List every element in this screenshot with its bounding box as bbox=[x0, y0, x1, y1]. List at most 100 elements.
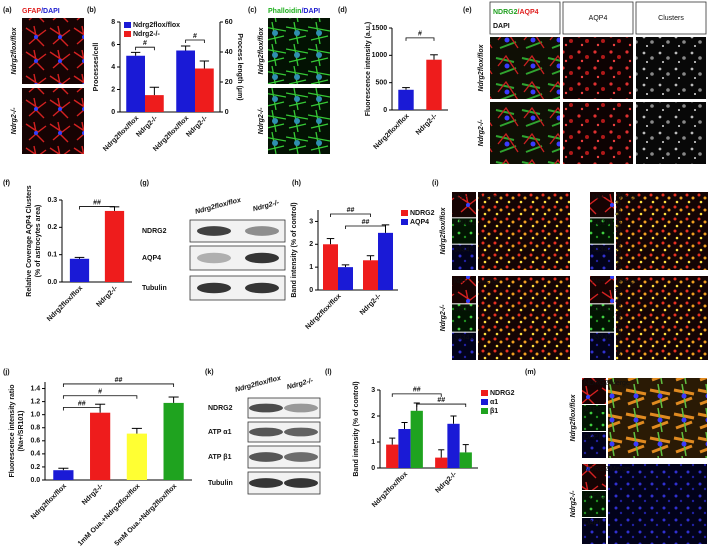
error-bar bbox=[149, 86, 160, 96]
micrograph bbox=[452, 332, 476, 360]
stain-label: NDRG2/AQP4 bbox=[493, 9, 539, 16]
significance-bracket bbox=[185, 39, 205, 43]
row-label: Ndrg2-/- bbox=[440, 304, 447, 332]
tick-label: 6 bbox=[111, 41, 115, 48]
error-bar bbox=[131, 427, 142, 434]
y-axis-label: (Na+/SR101) bbox=[18, 410, 25, 451]
y-axis-label: Fluorescence intensity (a.u.) bbox=[365, 22, 372, 117]
micrograph bbox=[590, 332, 614, 360]
bar bbox=[363, 260, 378, 290]
blot-band bbox=[245, 282, 279, 294]
micrograph bbox=[590, 276, 614, 304]
micrograph bbox=[582, 518, 606, 544]
micrograph bbox=[452, 276, 476, 304]
stain-part: NDRG2 bbox=[493, 9, 518, 16]
header-box bbox=[489, 1, 561, 35]
blot-band bbox=[249, 452, 283, 462]
tile-label: NDRG2 bbox=[584, 380, 609, 387]
annotation: # bbox=[418, 31, 422, 38]
y-axis-label: Band intensity (% of control) bbox=[291, 202, 298, 297]
error-bar bbox=[168, 396, 179, 403]
x-tick-label: Ndrg2-/- bbox=[135, 114, 159, 138]
bar bbox=[398, 89, 414, 110]
bar bbox=[53, 470, 74, 480]
x-tick-label: Ndrg2-/- bbox=[185, 114, 209, 138]
error-bar bbox=[450, 415, 457, 424]
row-label: Ndrg2-/- bbox=[258, 107, 265, 135]
tick-label: 0.6 bbox=[30, 438, 40, 445]
tick-label: 1000 bbox=[372, 52, 388, 59]
legend-swatch bbox=[124, 31, 131, 37]
y-axis-label: (% of astrocytes area) bbox=[35, 205, 42, 278]
tick-label: 0.0 bbox=[30, 477, 40, 484]
x-tick-label: Ndrg2flox/flox bbox=[372, 113, 410, 151]
tile-label: 33342 bbox=[454, 247, 474, 254]
x-tick-label: Ndrg2-/- bbox=[95, 284, 119, 308]
significance-bracket bbox=[62, 395, 138, 399]
column-label: Ndrg2-/- bbox=[252, 199, 280, 213]
bar bbox=[126, 433, 147, 480]
stain-part: Phalloidin bbox=[268, 8, 301, 15]
tile-label: Merge bbox=[610, 466, 630, 473]
treatment-label: 1μM Oua.+Ndrg2flox/flox bbox=[616, 192, 623, 270]
blot-band bbox=[249, 403, 283, 413]
header: AQP4 bbox=[589, 15, 608, 22]
legend-label: α1 bbox=[490, 399, 498, 406]
x-tick-label: Ndrg2flox/flox bbox=[371, 471, 409, 509]
annotation: # bbox=[143, 40, 147, 47]
legend-label: β1 bbox=[490, 408, 498, 415]
tick-label: 40 bbox=[225, 49, 233, 56]
tick-label: 1.0 bbox=[30, 412, 40, 419]
blot-band bbox=[284, 427, 318, 437]
error-bar bbox=[366, 255, 375, 261]
panel-label: (m) bbox=[525, 369, 536, 376]
micrograph bbox=[563, 102, 633, 164]
tile-label: Merge bbox=[480, 194, 500, 201]
column-label: Ndrg2-/- bbox=[286, 377, 314, 391]
tick-label: 0 bbox=[225, 109, 229, 116]
blot-band bbox=[197, 252, 231, 264]
significance-bracket bbox=[79, 206, 115, 210]
micrograph bbox=[582, 378, 606, 404]
tick-label: 3 bbox=[371, 387, 375, 394]
tick-label: 3 bbox=[309, 218, 313, 225]
micrograph bbox=[22, 88, 84, 154]
micrograph bbox=[608, 464, 707, 544]
blot-band bbox=[284, 403, 318, 413]
micrograph bbox=[490, 102, 560, 164]
tick-label: 0.2 bbox=[47, 224, 57, 231]
legend-label: Ndrg2flox/flox bbox=[133, 22, 180, 29]
panel-label: (k) bbox=[205, 369, 214, 376]
tick-label: 0.1 bbox=[47, 252, 57, 259]
tile-label: DAPI bbox=[584, 434, 600, 441]
y-axis-label: Fluorescence intensity ratio bbox=[9, 385, 16, 478]
stain-label: GFAP/DAPI bbox=[22, 8, 60, 15]
annotation: ## bbox=[362, 219, 370, 226]
micrograph bbox=[582, 464, 606, 490]
error-bar bbox=[341, 264, 350, 268]
tile-label: Merge bbox=[618, 194, 638, 201]
legend-swatch bbox=[401, 219, 408, 225]
tile-label: SR101 bbox=[454, 220, 476, 227]
blot-strip bbox=[247, 397, 321, 419]
stain-label: Phalloidin/DAPI bbox=[268, 8, 320, 15]
bar bbox=[126, 55, 145, 112]
error-bar bbox=[389, 437, 396, 445]
tick-label: 500 bbox=[376, 80, 388, 87]
micrograph bbox=[582, 491, 606, 517]
error-bar bbox=[462, 444, 469, 453]
panel-label: (b) bbox=[87, 7, 96, 14]
legend-label: AQP4 bbox=[410, 219, 429, 226]
header: DAPI bbox=[493, 23, 510, 30]
legend-swatch bbox=[481, 390, 488, 396]
panel-label: (l) bbox=[325, 369, 332, 376]
row-label: Ndrg2-/- bbox=[570, 490, 577, 518]
blot-label: Tubulin bbox=[208, 480, 233, 487]
micrograph bbox=[590, 244, 614, 270]
row-label: Ndrg2-/- bbox=[478, 119, 485, 147]
header: Clusters bbox=[658, 15, 684, 22]
panel-label: (a) bbox=[3, 7, 12, 14]
annotation: # bbox=[98, 389, 102, 396]
blot-band bbox=[245, 252, 279, 264]
x-tick-label: Ndrg2-/- bbox=[415, 112, 439, 136]
